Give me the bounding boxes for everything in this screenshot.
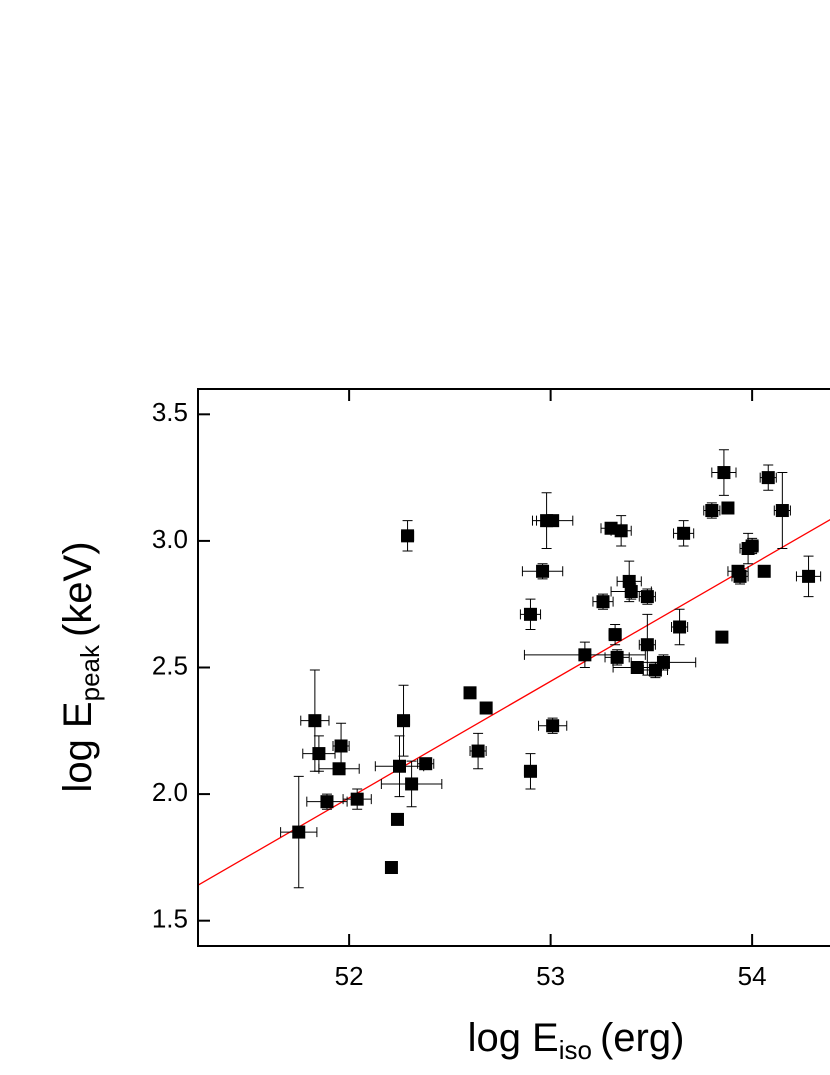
point: [471, 744, 485, 758]
point: [624, 585, 638, 599]
y-label-unit: (keV): [56, 541, 100, 637]
y-tick-label: 2.0: [152, 777, 188, 807]
y-tick-label: 2.5: [152, 650, 188, 680]
point: [546, 514, 560, 528]
x-tick-label: 52: [335, 961, 364, 991]
point: [393, 759, 406, 773]
point: [578, 648, 592, 662]
y-tick-label: 3.5: [152, 397, 188, 427]
point: [596, 595, 610, 609]
point: [334, 739, 348, 753]
point: [308, 714, 322, 728]
point: [656, 655, 670, 669]
point: [384, 861, 398, 875]
x-tick-label: 53: [536, 961, 565, 991]
point: [332, 762, 346, 776]
point: [608, 628, 622, 642]
point: [320, 795, 334, 809]
point: [610, 650, 624, 664]
point: [721, 501, 735, 515]
x-label-main: log E: [468, 1016, 559, 1060]
x-label-sub: iso: [559, 1035, 592, 1065]
point: [715, 630, 729, 644]
point: [397, 714, 411, 728]
point: [312, 747, 326, 761]
point: [523, 764, 537, 778]
point: [622, 574, 636, 588]
y-tick-label: 1.5: [152, 904, 188, 934]
point: [745, 539, 759, 553]
point: [546, 719, 560, 733]
y-label-sub: peak: [75, 644, 105, 701]
point: [390, 812, 404, 826]
point: [536, 564, 550, 578]
point: [405, 777, 419, 791]
point: [419, 757, 433, 771]
point: [705, 504, 719, 518]
point: [614, 524, 628, 538]
y-axis-label: log Epeak (keV): [56, 541, 105, 792]
point: [733, 569, 747, 583]
fit-line: [197, 518, 830, 886]
x-axis-label: log Eiso (erg): [468, 1016, 685, 1065]
point: [640, 590, 654, 604]
point: [630, 661, 644, 674]
point: [463, 686, 477, 700]
y-label-main: log E: [56, 701, 100, 792]
x-label-unit: (erg): [600, 1016, 684, 1060]
point: [350, 792, 364, 806]
point: [479, 701, 493, 715]
point: [292, 825, 306, 839]
point: [761, 471, 775, 485]
point: [401, 529, 415, 543]
point: [802, 569, 816, 583]
y-tick-label: 3.0: [152, 524, 188, 554]
point: [775, 504, 789, 518]
point: [717, 466, 731, 480]
point: [640, 638, 654, 652]
point: [757, 564, 771, 578]
point: [673, 620, 687, 634]
point: [523, 607, 537, 621]
point: [677, 526, 691, 540]
x-tick-label: 54: [738, 961, 767, 991]
